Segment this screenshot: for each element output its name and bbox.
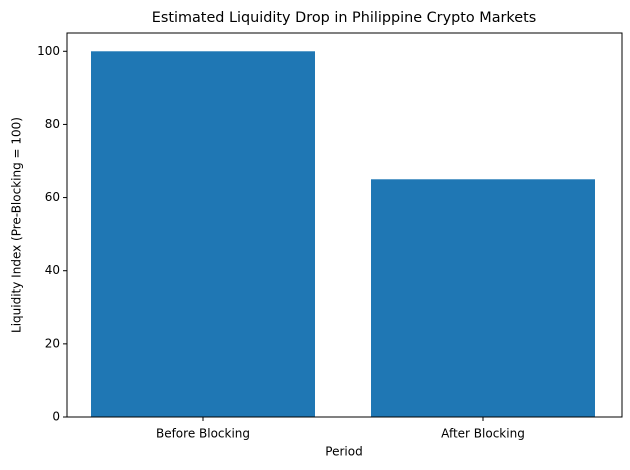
plot-frame [66, 32, 623, 418]
x-tick-label: Before Blocking [156, 427, 250, 441]
x-axis-label: Period [325, 445, 362, 459]
y-tick-label: 20 [45, 336, 60, 350]
bar [91, 51, 315, 418]
bar [371, 179, 595, 417]
y-tick-label: 80 [45, 117, 60, 131]
chart-title: Estimated Liquidity Drop in Philippine C… [152, 10, 537, 26]
y-tick-label: 0 [52, 410, 60, 424]
y-tick-label: 40 [45, 263, 60, 277]
y-axis-label: Liquidity Index (Pre-Blocking = 100) [10, 117, 24, 333]
x-tick-label: After Blocking [441, 427, 525, 441]
y-tick-label: 60 [45, 190, 60, 204]
y-tick-label: 100 [37, 44, 60, 58]
